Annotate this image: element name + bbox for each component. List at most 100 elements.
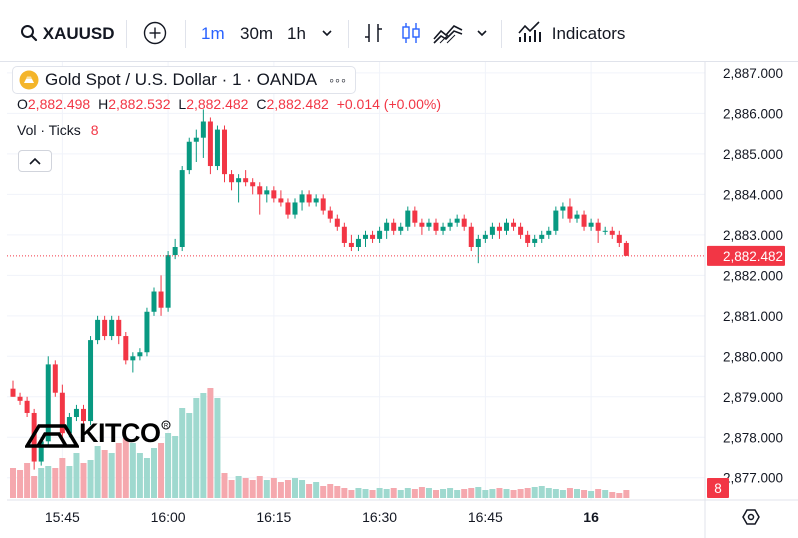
x-tick-label: 16:45 — [468, 509, 503, 525]
candle-style-button[interactable] — [400, 20, 422, 48]
candle-body — [511, 222, 517, 227]
volume-bar — [531, 487, 538, 498]
volume-bar — [447, 488, 454, 498]
candle-body — [532, 238, 538, 243]
indicators-button[interactable]: Indicators — [517, 20, 625, 48]
volume-bar — [411, 489, 418, 498]
candle-body — [10, 388, 16, 397]
registered-icon: R — [161, 420, 170, 430]
volume-bar — [383, 489, 390, 498]
candle-body — [447, 222, 453, 227]
volume-bar — [334, 486, 341, 498]
interval-1m[interactable]: 1m — [201, 24, 225, 43]
volume-bar — [517, 489, 524, 498]
volume-bar — [249, 480, 256, 498]
gold-bar-icon — [19, 70, 39, 90]
candle-body — [348, 242, 354, 247]
volume-bar — [306, 484, 313, 498]
y-tick-label: 2,883.000 — [723, 228, 783, 243]
candle-body — [292, 202, 298, 215]
candle-body — [179, 170, 185, 247]
candle-body — [313, 198, 319, 203]
candle-body — [496, 226, 502, 231]
y-tick-label: 2,878.000 — [723, 430, 783, 445]
volume-bar — [489, 489, 496, 498]
candle-body — [553, 210, 559, 231]
bar-style-button[interactable] — [363, 20, 385, 48]
last-price-label: 2,882.482 — [723, 249, 783, 264]
volume-bar — [87, 460, 94, 498]
candle-body — [38, 441, 44, 462]
volume-bar — [143, 458, 150, 498]
volume-bar — [341, 488, 348, 498]
close-label: C — [256, 96, 267, 112]
low-value: 2,882.482 — [186, 96, 249, 112]
candle-body — [109, 319, 115, 337]
volume-bar — [461, 489, 468, 498]
toolbar-divider — [185, 20, 186, 48]
candle-body — [165, 255, 171, 308]
volume-bar — [418, 487, 425, 498]
series-title: Gold Spot / U.S. Dollar · 1 · OANDA — [45, 70, 318, 89]
area-style-button[interactable] — [432, 20, 464, 48]
volume-label: Vol · Ticks — [17, 122, 81, 138]
candle-body — [419, 222, 425, 227]
volume-bar — [256, 476, 263, 498]
candle-body — [525, 234, 531, 243]
volume-bar — [172, 436, 179, 498]
y-tick-label: 2,881.000 — [723, 309, 783, 324]
volume-bar — [616, 493, 623, 498]
search-icon — [21, 25, 38, 42]
volume-bar — [263, 480, 270, 498]
candle-body — [609, 230, 615, 235]
high-value: 2,882.532 — [108, 96, 171, 112]
candle-body — [384, 222, 390, 231]
interval-1h[interactable]: 1h — [287, 24, 306, 43]
y-tick-label: 2,877.000 — [723, 471, 783, 486]
candle-body — [271, 190, 277, 199]
volume-bar — [581, 490, 588, 498]
volume-bar — [482, 490, 489, 498]
candle-body — [229, 174, 235, 183]
volume-bar — [566, 488, 573, 498]
interval-30m[interactable]: 30m — [240, 24, 274, 43]
candle-body — [236, 178, 242, 183]
open-value: 2,882.498 — [27, 96, 91, 112]
volume-bar — [313, 482, 320, 498]
volume-legend[interactable]: Vol · Ticks 8 — [17, 122, 98, 138]
symbol-search[interactable]: XAUUSD — [20, 20, 115, 48]
x-tick-label: 16:30 — [362, 509, 397, 525]
candle-body — [588, 222, 594, 227]
candle-body — [81, 408, 86, 422]
volume-bar — [496, 488, 503, 498]
candle-body — [264, 190, 270, 195]
series-legend-box[interactable]: Gold Spot / U.S. Dollar · 1 · OANDA ◦◦◦ — [12, 66, 356, 94]
volume-bar — [454, 490, 461, 498]
volume-bar — [468, 488, 475, 498]
candle-body — [391, 222, 397, 231]
candle-body — [59, 392, 65, 434]
volume-bar — [129, 443, 136, 498]
volume-bar — [524, 488, 531, 498]
candle-body — [412, 210, 418, 223]
volume-bar — [207, 388, 214, 498]
more-options-icon[interactable]: ◦◦◦ — [329, 72, 347, 88]
volume-bar — [10, 468, 16, 498]
volume-bar — [122, 438, 129, 498]
interval-dropdown[interactable] — [320, 20, 334, 48]
candle-body — [73, 408, 79, 418]
collapse-legend-button[interactable] — [18, 150, 52, 172]
chart-settings-icon[interactable] — [742, 509, 760, 525]
candle-body — [595, 222, 601, 231]
candle-body — [546, 230, 552, 235]
volume-bar — [80, 463, 87, 498]
candle-body — [475, 238, 481, 247]
candle-body — [207, 121, 213, 167]
candle-body — [222, 129, 227, 175]
candle-body — [250, 182, 256, 187]
candle-body — [334, 218, 340, 227]
volume-bar — [17, 470, 24, 498]
chart-style-dropdown[interactable] — [475, 20, 489, 48]
compare-button[interactable] — [143, 20, 167, 48]
